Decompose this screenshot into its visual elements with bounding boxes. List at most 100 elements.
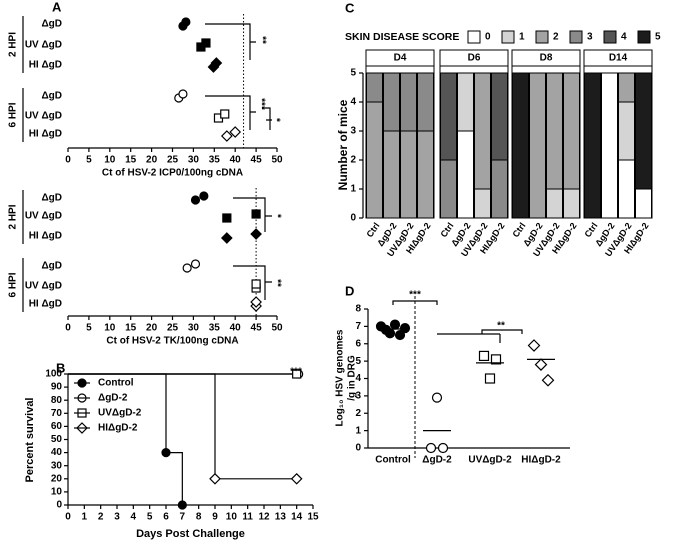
marker — [181, 17, 191, 27]
x-tick-label: 25 — [167, 323, 179, 334]
marker — [201, 38, 211, 48]
marker — [527, 339, 541, 352]
group-label: 2 HPI — [8, 32, 19, 57]
legend-swatch — [603, 30, 617, 44]
facet-title: D8 — [540, 53, 553, 64]
y-axis-label: Percent survival — [24, 398, 36, 483]
marker — [182, 263, 192, 273]
x-tick-label: 45 — [251, 155, 263, 166]
x-tick-label: 15 — [307, 512, 319, 523]
row-label: ΔgD — [41, 19, 62, 30]
survival-line — [68, 373, 297, 480]
marker — [399, 323, 411, 334]
y-tick-label: 0 — [355, 443, 361, 454]
y-tick-label: 2 — [355, 408, 361, 419]
group-label: 6 HPI — [8, 102, 19, 127]
legend-label: 3 — [587, 32, 593, 43]
x-tick-label: 35 — [209, 323, 221, 334]
marker — [437, 442, 449, 454]
x-tick-label: 40 — [230, 323, 242, 334]
y-tick-label: 6 — [355, 338, 361, 349]
x-tick-label: 10 — [104, 155, 116, 166]
y-axis-label: Number of mice — [336, 99, 350, 190]
x-tick-label: 50 — [271, 155, 283, 166]
x-tick-label: 12 — [258, 512, 270, 523]
y-tick-label: 5 — [355, 356, 361, 367]
x-tick-label: 2 — [98, 512, 104, 523]
x-tick-label: 10 — [226, 512, 238, 523]
x-axis-label: Ct of HSV-2 ICP0/100ng cDNA — [102, 168, 243, 179]
marker — [190, 259, 201, 269]
marker — [220, 232, 233, 244]
legend-swatch — [569, 30, 583, 44]
x-tick-label: 30 — [188, 323, 200, 334]
marker — [251, 279, 261, 289]
row-label: UV ΔgD — [25, 281, 62, 292]
bar-segment — [383, 130, 400, 219]
facet-frame — [439, 65, 509, 219]
x-tick-label: 6 — [163, 512, 169, 523]
x-tick-label: 9 — [212, 512, 218, 523]
x-tick-label: 3 — [114, 512, 120, 523]
marker — [209, 472, 221, 485]
significance: *** — [255, 98, 266, 110]
x-tick-label: HIΔgD-2 — [521, 455, 561, 466]
bar-segment — [457, 72, 474, 132]
marker — [384, 328, 396, 339]
significance: ** — [497, 321, 505, 332]
bar-segment — [584, 72, 601, 219]
bar-segment — [366, 72, 383, 103]
legend-label: ΔgD-2 — [98, 393, 128, 404]
x-tick-label: 5 — [86, 323, 92, 334]
bar-segment — [546, 188, 563, 219]
bar-segment — [417, 130, 434, 219]
bar-segment — [366, 101, 383, 219]
brackets — [205, 23, 523, 343]
x-tick-label: 8 — [196, 512, 202, 523]
x-tick-label: 0 — [65, 512, 71, 523]
marker — [292, 369, 302, 379]
bar-segment — [491, 72, 508, 161]
legend-label: 0 — [485, 32, 491, 43]
bracket — [205, 23, 256, 60]
marker — [541, 373, 555, 387]
bracket — [233, 197, 272, 232]
y-tick-label: 90 — [51, 382, 63, 393]
panel-label: C — [345, 0, 355, 15]
facet-frame — [511, 65, 581, 219]
marker — [425, 442, 437, 454]
x-tick-label: 25 — [167, 155, 179, 166]
bar-segment — [635, 188, 652, 219]
marker — [484, 373, 496, 384]
y-tick-label: 40 — [51, 447, 63, 458]
y-tick-label: 0 — [56, 500, 62, 511]
x-tick-label: 0 — [65, 323, 71, 334]
bar-segment — [440, 159, 457, 219]
marker — [178, 89, 188, 99]
bar-segment — [474, 188, 491, 219]
marker — [229, 126, 242, 138]
bar-segment — [491, 159, 508, 219]
y-tick-label: 7 — [355, 321, 361, 332]
y-tick-label: 10 — [51, 487, 63, 498]
marker — [250, 296, 262, 308]
marker — [250, 228, 262, 240]
y-tick-label: 3 — [350, 126, 356, 137]
row-label: ΔgD — [41, 91, 62, 102]
marker — [478, 350, 490, 362]
x-tick-label: 20 — [146, 155, 158, 166]
y-tick-label: 2 — [350, 155, 356, 166]
legend-title: SKIN DISEASE SCORE — [345, 31, 459, 43]
panel-label: D — [345, 283, 354, 298]
row-label: UV ΔgD — [25, 211, 62, 222]
row-label: UV ΔgD — [25, 40, 62, 51]
marker — [394, 329, 406, 341]
legend-swatch — [637, 30, 651, 44]
marker — [220, 130, 233, 142]
row-label: UV ΔgD — [25, 111, 62, 122]
legend-label: 5 — [655, 32, 661, 43]
x-tick-label: 13 — [275, 512, 287, 523]
group-label: 2 HPI — [8, 204, 19, 229]
marker — [431, 392, 443, 403]
